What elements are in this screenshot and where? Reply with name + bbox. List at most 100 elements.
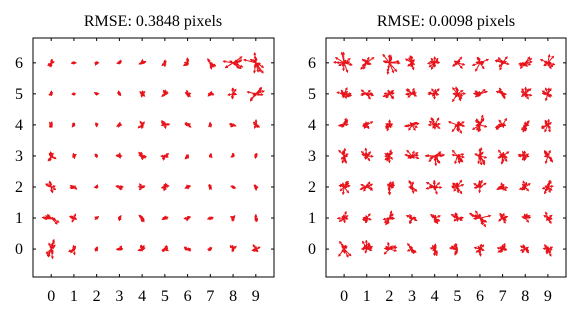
error-vector-head bbox=[53, 217, 57, 221]
error-vector-head bbox=[457, 160, 461, 164]
error-vector-head bbox=[415, 152, 419, 155]
error-vector-head bbox=[386, 128, 390, 132]
error-vector-head bbox=[338, 253, 341, 257]
error-vector-head bbox=[484, 124, 488, 128]
error-vector-head bbox=[433, 214, 437, 218]
error-vector-head bbox=[549, 214, 553, 218]
error-vector-head bbox=[498, 149, 501, 153]
error-vector-head bbox=[163, 93, 167, 97]
error-vector-head bbox=[430, 57, 434, 61]
error-vector-head bbox=[386, 95, 389, 99]
error-vector-head bbox=[432, 181, 436, 185]
error-vector bbox=[479, 62, 485, 70]
error-vector bbox=[360, 89, 368, 95]
error-vector-head bbox=[47, 214, 50, 217]
error-vector-head bbox=[548, 129, 551, 133]
error-vector-head bbox=[411, 188, 414, 192]
error-vector-head bbox=[521, 250, 525, 254]
error-vector-head bbox=[499, 212, 503, 216]
error-vector-head bbox=[50, 152, 54, 156]
error-vector-head bbox=[414, 125, 418, 128]
error-vector-head bbox=[521, 216, 525, 219]
plot-frame bbox=[32, 37, 275, 278]
error-vector bbox=[225, 62, 234, 69]
error-vector-head bbox=[526, 188, 529, 192]
error-vector-head bbox=[361, 58, 365, 62]
error-vector-head bbox=[407, 94, 411, 98]
error-vector-head bbox=[498, 90, 502, 93]
error-vector-head bbox=[341, 244, 345, 248]
error-vector bbox=[547, 55, 555, 64]
error-vector bbox=[456, 124, 459, 132]
error-vector-head bbox=[506, 62, 510, 66]
error-vector-head bbox=[526, 96, 529, 100]
error-vector-head bbox=[233, 88, 237, 92]
error-vector bbox=[547, 62, 554, 67]
error-vector-head bbox=[526, 250, 530, 254]
error-vector-head bbox=[478, 93, 481, 97]
error-vector-head bbox=[433, 252, 436, 257]
error-vector-head bbox=[254, 119, 258, 123]
error-vector-head bbox=[524, 128, 527, 132]
error-vector bbox=[343, 155, 347, 164]
error-vector bbox=[540, 59, 549, 64]
error-vector-head bbox=[550, 64, 554, 67]
error-vector-head bbox=[50, 242, 54, 246]
error-vector-head bbox=[404, 58, 409, 62]
error-vector-head bbox=[502, 96, 506, 100]
y-tick-label: 5 bbox=[15, 86, 23, 103]
error-vector-head bbox=[138, 151, 142, 155]
error-vector bbox=[366, 183, 373, 188]
error-vector-head bbox=[495, 90, 499, 94]
error-vector-head bbox=[484, 90, 488, 94]
error-vector-head bbox=[256, 69, 260, 73]
error-vector-head bbox=[475, 68, 478, 72]
error-vector-head bbox=[476, 127, 479, 131]
error-vector-head bbox=[232, 215, 236, 219]
error-vector bbox=[362, 240, 368, 250]
error-vector-head bbox=[459, 56, 463, 60]
chart-title: RMSE: 0.3848 pixels bbox=[84, 13, 222, 30]
error-vector-head bbox=[50, 121, 53, 125]
error-vector-head bbox=[208, 186, 212, 191]
error-vector bbox=[448, 121, 458, 126]
error-vector-head bbox=[506, 151, 510, 155]
error-vector-head bbox=[525, 64, 528, 68]
error-vector-head bbox=[529, 93, 533, 97]
error-vector-head bbox=[258, 86, 262, 90]
error-vector-head bbox=[544, 150, 547, 154]
error-vector-head bbox=[522, 180, 526, 184]
error-vector-head bbox=[364, 147, 368, 151]
error-vector-head bbox=[383, 92, 387, 96]
error-vector-head bbox=[428, 120, 432, 124]
error-vector bbox=[360, 184, 368, 188]
error-vector-head bbox=[406, 88, 410, 92]
error-vector bbox=[333, 61, 345, 64]
error-vector-head bbox=[362, 240, 365, 244]
error-vector bbox=[479, 124, 487, 128]
error-vector-head bbox=[257, 124, 261, 128]
error-vector bbox=[502, 155, 508, 162]
error-vector-head bbox=[239, 59, 243, 62]
error-vector-head bbox=[361, 92, 365, 96]
error-vector-head bbox=[231, 185, 235, 189]
error-vector bbox=[232, 62, 240, 69]
error-vector-head bbox=[387, 65, 391, 69]
error-vector-head bbox=[363, 66, 366, 70]
error-vector-head bbox=[162, 122, 166, 126]
error-vector-head bbox=[504, 117, 507, 121]
x-tick-label: 2 bbox=[385, 288, 393, 305]
chart-title: RMSE: 0.0098 pixels bbox=[377, 13, 515, 30]
error-vector-head bbox=[411, 87, 415, 91]
y-tick-label: 1 bbox=[15, 210, 23, 227]
error-vector-head bbox=[142, 61, 146, 64]
error-vector-head bbox=[231, 249, 235, 253]
error-vector bbox=[428, 62, 436, 68]
error-vector-head bbox=[549, 187, 553, 191]
error-vector-head bbox=[393, 245, 397, 249]
error-vector-head bbox=[369, 247, 373, 250]
error-vector-head bbox=[139, 120, 143, 124]
error-vector bbox=[544, 150, 549, 157]
error-vector-head bbox=[213, 63, 217, 67]
